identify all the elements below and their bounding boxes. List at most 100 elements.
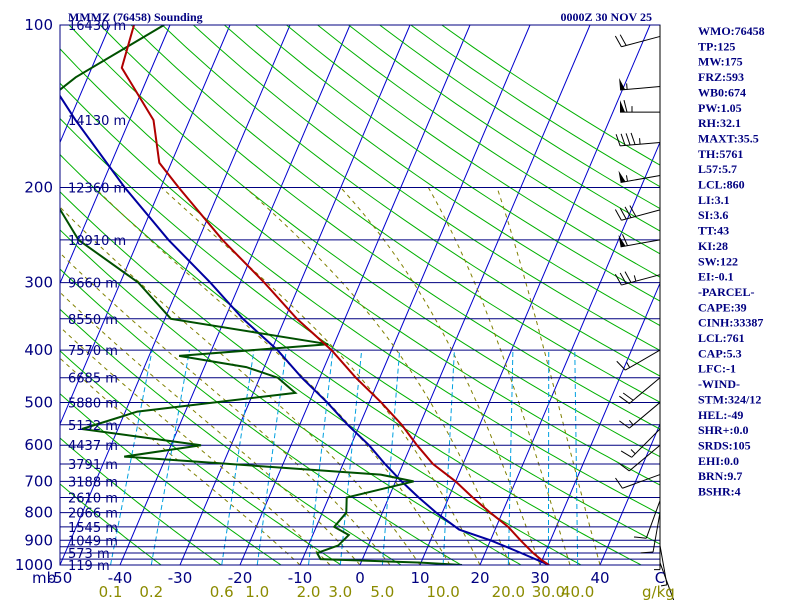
chart-title: MMMZ (76458) Sounding (68, 10, 203, 24)
mixing-ratio-tick-label: 0.2 (139, 583, 163, 600)
mixing-ratio-tick-label: 3.0 (328, 583, 352, 600)
mixing-ratio-tick-label: 0.6 (210, 583, 234, 600)
temperature-tick-label: -20 (228, 569, 253, 587)
mixing-ratio-tick-label: 10.0 (426, 583, 459, 600)
wind-barb (619, 402, 661, 429)
sounding-index-item: LCL:761 (698, 331, 745, 345)
height-label: 12360 m (68, 182, 126, 197)
mixing-ratio-line (110, 350, 153, 565)
mixing-ratio-unit-label: g/kg (642, 583, 675, 600)
sounding-index-item: PW:1.05 (698, 101, 742, 115)
moist-adiabat-line (427, 187, 571, 565)
temperature-tick-label: 40 (590, 569, 609, 587)
pressure-tick-label: 800 (24, 504, 53, 522)
wind-barb (619, 377, 661, 404)
sounding-index-item: HEL:-49 (698, 408, 743, 422)
sounding-traces (60, 25, 550, 565)
temperature-tick-label: 0 (355, 569, 365, 587)
isotherm-line (359, 25, 591, 565)
isotherm-line (179, 25, 411, 565)
sounding-index-item: SI:3.6 (698, 208, 728, 222)
height-label: 2610 m (68, 492, 118, 507)
temperature-tick-label: 30 (530, 569, 549, 587)
sounding-index-item: WB0:674 (698, 85, 746, 99)
mixing-ratio-line (442, 350, 455, 565)
temperature-unit-label: C (655, 569, 665, 587)
height-label: 14130 m (68, 114, 126, 129)
sounding-index-item: BRN:9.7 (698, 469, 742, 483)
sounding-index-item: -PARCEL- (698, 285, 754, 299)
mixing-ratio-line (256, 350, 287, 565)
moist-adiabat-line (60, 326, 331, 565)
mixing-ratio-tick-label: 0.1 (99, 583, 123, 600)
pressure-tick-label: 700 (24, 472, 53, 490)
sounding-index-item: SRDS:105 (698, 438, 751, 452)
wind-barb (659, 562, 675, 600)
sounding-index-item: FRZ:593 (698, 70, 744, 84)
height-label: 2066 m (68, 507, 118, 522)
pressure-tick-label: 500 (24, 393, 53, 411)
pressure-tick-label: 300 (24, 274, 53, 292)
mixing-ratio-line (574, 350, 579, 565)
isotherm-line (299, 25, 531, 565)
temperature-tick-label: -50 (48, 569, 73, 587)
sounding-index-item: CAPE:39 (698, 300, 747, 314)
temperature-tick-label: -10 (288, 569, 313, 587)
chart-time: 0000Z 30 NOV 25 (561, 10, 652, 24)
height-label: 119 m (68, 559, 110, 574)
dry-adiabat-line (68, 25, 660, 458)
sounding-index-item: TP:125 (698, 39, 735, 53)
height-label: 1049 m (68, 534, 118, 549)
mixing-ratio-line (150, 350, 191, 565)
sounding-index-item: EI:-0.1 (698, 270, 734, 284)
wind-barb (615, 474, 661, 489)
mixing-ratio-tick-label: 2.0 (297, 583, 321, 600)
sounding-index-item: KI:28 (698, 239, 728, 253)
parcel-trace (60, 94, 550, 565)
wind-barb (618, 234, 661, 248)
pressure-tick-label: 1000 (15, 556, 53, 574)
wind-barb (614, 205, 661, 221)
wind-barb (618, 170, 661, 183)
temperature-tick-label: -30 (168, 569, 193, 587)
mixing-ratio-line (507, 350, 514, 565)
mixing-ratio-tick-label: 5.0 (370, 583, 394, 600)
wind-barbs (614, 25, 675, 600)
sounding-index-item: LFC:-1 (698, 362, 736, 376)
sounding-index-item: EHI:0.0 (698, 454, 739, 468)
pressure-tick-label: 200 (24, 179, 53, 197)
wind-barb (640, 512, 661, 554)
sounding-index-item: BSHR:4 (698, 485, 741, 499)
wind-barb (616, 349, 661, 371)
moist-adiabat-line (245, 187, 511, 565)
height-label: 1545 m (68, 521, 118, 536)
height-label: 6685 m (68, 372, 118, 387)
sounding-index-item: MW:175 (698, 55, 743, 69)
isotherm-line (479, 141, 660, 565)
wind-barb (633, 500, 661, 539)
wind-barb (619, 78, 661, 91)
height-label: 3188 m (68, 475, 118, 490)
sounding-index-item: -WIND- (698, 377, 740, 391)
pressure-tick-label: 600 (24, 436, 53, 454)
mixing-ratio-line (308, 350, 334, 565)
dry-adiabat-line (60, 48, 660, 486)
dewpoint-trace (60, 25, 463, 565)
sounding-index-item: LCL:860 (698, 178, 745, 192)
height-label: 4437 m (68, 439, 118, 454)
sounding-index-item: L57:5.7 (698, 162, 737, 176)
dry-adiabat-line (99, 25, 660, 430)
temperature-tick-label: 10 (410, 569, 429, 587)
mixing-ratio-tick-label: 40.0 (561, 583, 594, 600)
sounding-index-item: SHR+:0.0 (698, 423, 749, 437)
wind-barb (619, 444, 661, 472)
height-label: 3791 m (68, 458, 118, 473)
moist-adiabat-line (60, 291, 361, 565)
pressure-tick-label: 400 (24, 341, 53, 359)
isotherm-line (119, 25, 351, 565)
sounding-index-item: TT:43 (698, 224, 729, 238)
